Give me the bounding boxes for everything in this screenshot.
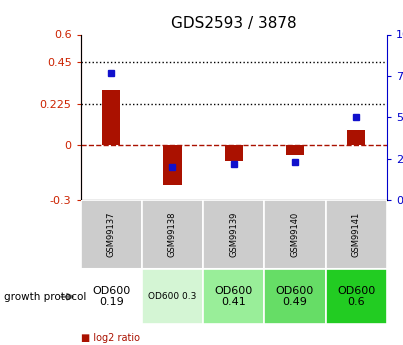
Text: ■ log2 ratio: ■ log2 ratio: [81, 333, 139, 343]
Text: GSM99139: GSM99139: [229, 212, 238, 257]
Title: GDS2593 / 3878: GDS2593 / 3878: [171, 16, 297, 31]
Text: growth protocol: growth protocol: [4, 292, 86, 302]
Bar: [102, 90, 120, 145]
Bar: [224, 145, 243, 161]
Bar: [264, 200, 326, 269]
Text: GSM99141: GSM99141: [352, 212, 361, 257]
Text: GSM99137: GSM99137: [107, 212, 116, 257]
Text: GSM99140: GSM99140: [291, 212, 299, 257]
Bar: [286, 145, 304, 155]
Bar: [347, 130, 366, 145]
Text: OD600 0.3: OD600 0.3: [148, 292, 197, 301]
Bar: [326, 269, 387, 324]
Bar: [142, 269, 203, 324]
Text: OD600
0.49: OD600 0.49: [276, 286, 314, 307]
Bar: [142, 200, 203, 269]
Text: GSM99138: GSM99138: [168, 212, 177, 257]
Bar: [163, 145, 182, 185]
Text: OD600
0.41: OD600 0.41: [215, 286, 253, 307]
Bar: [81, 200, 142, 269]
Text: OD600
0.6: OD600 0.6: [337, 286, 375, 307]
Bar: [203, 200, 264, 269]
Bar: [264, 269, 326, 324]
Bar: [326, 200, 387, 269]
Bar: [81, 269, 142, 324]
Text: OD600
0.19: OD600 0.19: [92, 286, 130, 307]
Bar: [203, 269, 264, 324]
